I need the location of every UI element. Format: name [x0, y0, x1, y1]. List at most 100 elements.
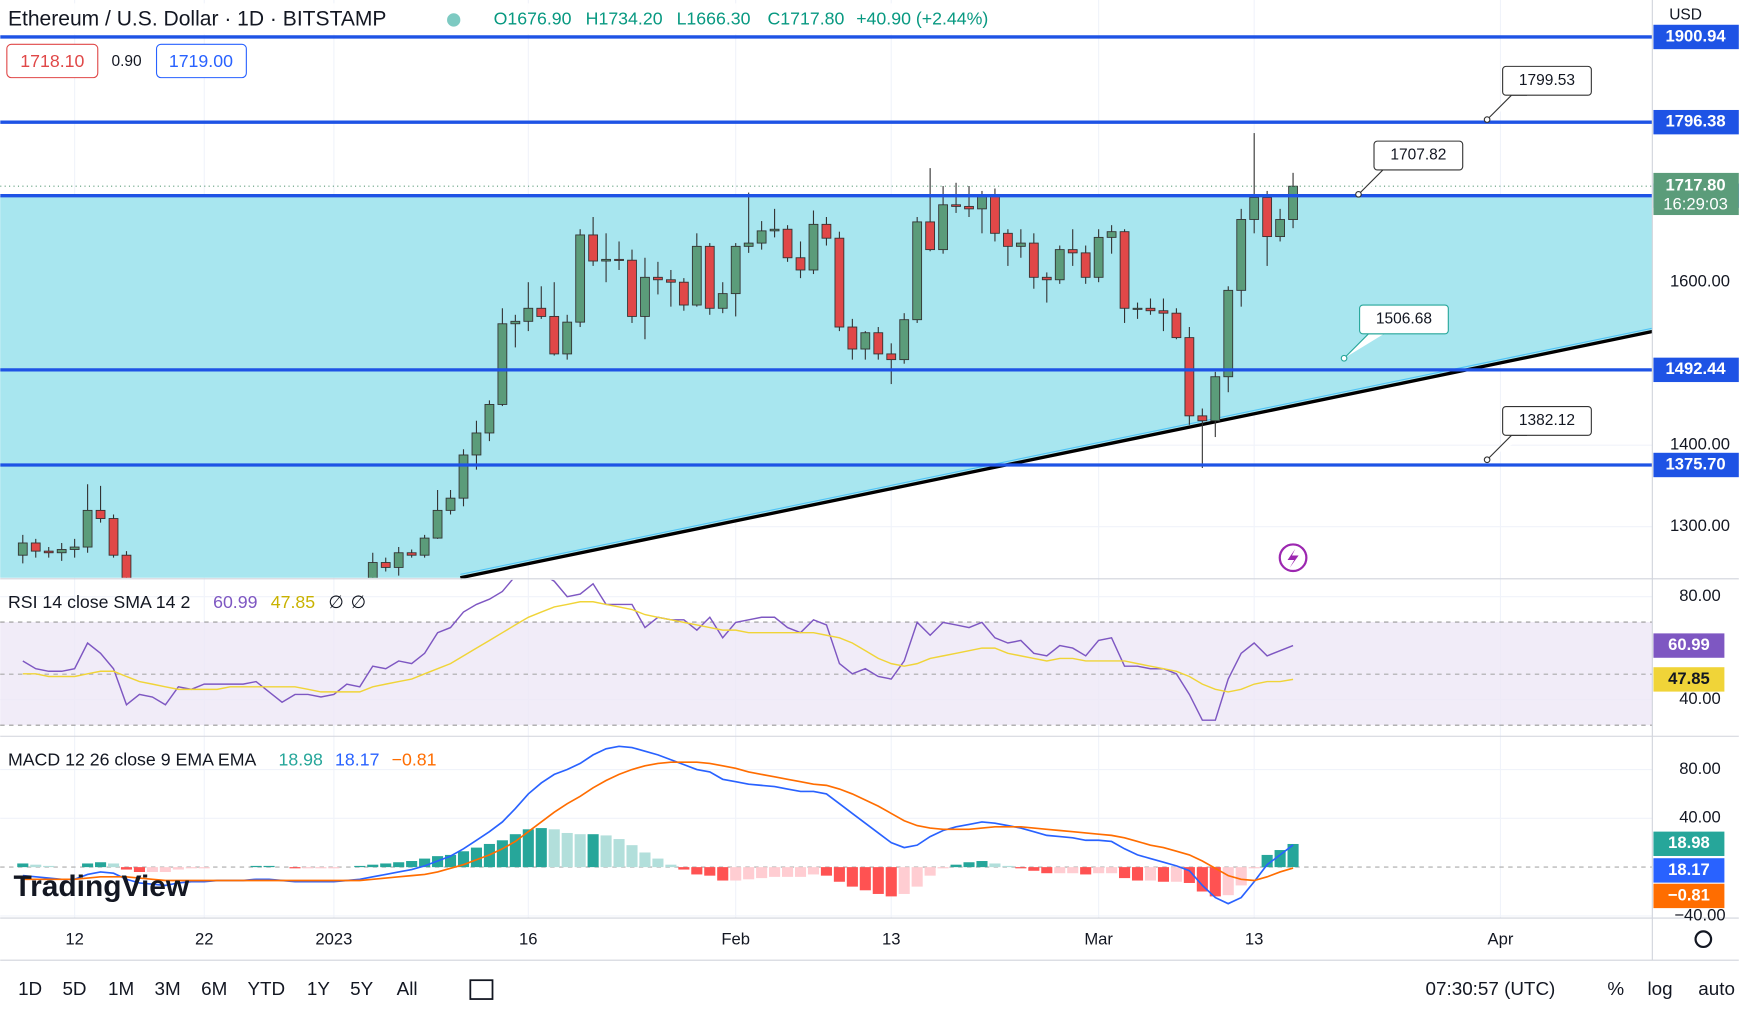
histogram-bar: [1287, 843, 1299, 868]
histogram-bar: [691, 867, 703, 875]
histogram-bar: [1157, 867, 1169, 882]
histogram-bar: [730, 867, 742, 881]
date-range-icon[interactable]: [469, 979, 494, 1000]
currency[interactable]: USD: [1669, 7, 1702, 24]
date-label: Feb: [721, 930, 750, 949]
histogram-bar: [198, 867, 210, 869]
histogram-bar: [639, 852, 651, 868]
callout-anchor: [1483, 456, 1491, 464]
clock: 07:30:57 (UTC): [1426, 978, 1556, 999]
histogram-bar: [587, 834, 599, 868]
candle-body: [1028, 242, 1039, 278]
candle-body: [43, 550, 54, 554]
histogram-bar: [354, 865, 366, 868]
histogram-bar: [30, 864, 42, 868]
histogram-bar: [315, 867, 327, 869]
candle-body: [704, 245, 715, 309]
scale-option[interactable]: %: [1607, 978, 1624, 999]
indicator-tick-label: 40.00: [1679, 689, 1721, 708]
range-button[interactable]: All: [397, 978, 418, 999]
candle-body: [886, 353, 897, 361]
callout-box[interactable]: [1359, 304, 1449, 335]
date-label: 12: [65, 930, 83, 949]
candle-body: [1067, 249, 1078, 254]
histogram-bar: [289, 867, 301, 869]
candle-body: [1041, 276, 1052, 281]
candle-body: [821, 223, 832, 239]
candle-body: [588, 234, 598, 262]
candle-body: [691, 245, 702, 306]
histogram-bar: [833, 867, 845, 882]
histogram-bar: [548, 829, 560, 868]
level-label: 1900.94: [1666, 26, 1727, 45]
candle-body: [458, 454, 469, 499]
indicator-tick-label: −40.00: [1674, 905, 1725, 924]
candle-body: [1015, 242, 1026, 247]
histogram-bar: [769, 867, 781, 877]
candle-body: [1184, 337, 1195, 417]
candle-body: [549, 315, 560, 355]
range-fill: [0, 196, 1653, 578]
bid-box[interactable]: [6, 43, 99, 79]
candle-body: [860, 332, 871, 350]
range-button[interactable]: 1D: [18, 978, 42, 999]
histogram-bar: [406, 861, 418, 868]
candle-body: [1249, 197, 1260, 220]
value-tag: [1653, 883, 1725, 909]
histogram-bar: [600, 835, 612, 868]
callout-box[interactable]: [1502, 405, 1592, 436]
price-tick-label: 1300.00: [1670, 516, 1730, 535]
indicator-tick-label: 80.00: [1679, 759, 1721, 778]
histogram-bar: [133, 867, 145, 872]
value-tag: [1653, 633, 1725, 658]
settings-icon[interactable]: [1694, 930, 1713, 949]
histogram-bar: [807, 867, 820, 875]
candle-body: [1262, 197, 1273, 238]
histogram-bar: [704, 867, 716, 876]
histogram-bar: [302, 867, 314, 869]
callout-box[interactable]: [1502, 65, 1592, 96]
candle-body: [795, 257, 806, 271]
histogram-bar: [496, 840, 508, 868]
date-label: 2023: [315, 930, 352, 949]
candle-body: [1171, 312, 1182, 339]
histogram-bar: [756, 867, 768, 879]
candle-body: [17, 542, 28, 556]
level-tag: [1653, 357, 1739, 383]
scale-option[interactable]: log: [1648, 978, 1673, 999]
callout-anchor: [1355, 191, 1362, 198]
candle-body: [678, 281, 689, 306]
histogram-bar: [393, 862, 405, 868]
histogram-bar: [1041, 867, 1053, 874]
value-tag: [1653, 831, 1725, 857]
candle-body: [1132, 307, 1143, 310]
histogram-bar: [963, 862, 975, 868]
scale-option[interactable]: auto: [1698, 978, 1735, 999]
histogram-bar: [95, 862, 107, 868]
candle-body: [925, 221, 936, 251]
candle-body: [743, 242, 754, 247]
candle-body: [82, 509, 93, 548]
value-tag: [1653, 667, 1725, 692]
header-text: O1676.90: [494, 9, 572, 29]
range-button[interactable]: 6M: [201, 978, 227, 999]
range-button[interactable]: 5D: [62, 978, 86, 999]
ask-box[interactable]: [155, 43, 247, 79]
candle-body: [847, 326, 858, 350]
value-tag-label: −0.81: [1668, 885, 1710, 904]
range-button[interactable]: 5Y: [350, 978, 373, 999]
range-button[interactable]: 3M: [155, 978, 181, 999]
candle-body: [666, 279, 676, 283]
histogram-bar: [1196, 867, 1208, 892]
range-button[interactable]: YTD: [247, 978, 285, 999]
candle-body: [484, 403, 495, 434]
histogram-bar: [1028, 867, 1040, 871]
range-button[interactable]: 1Y: [307, 978, 330, 999]
countdown: 16:29:03: [1663, 194, 1728, 213]
level-label: 1796.38: [1666, 112, 1726, 131]
event-icon[interactable]: [1278, 543, 1308, 573]
callout-box[interactable]: [1373, 140, 1464, 171]
value-tag: [1653, 858, 1725, 883]
level-tag: [1653, 24, 1739, 50]
range-button[interactable]: 1M: [108, 978, 134, 999]
